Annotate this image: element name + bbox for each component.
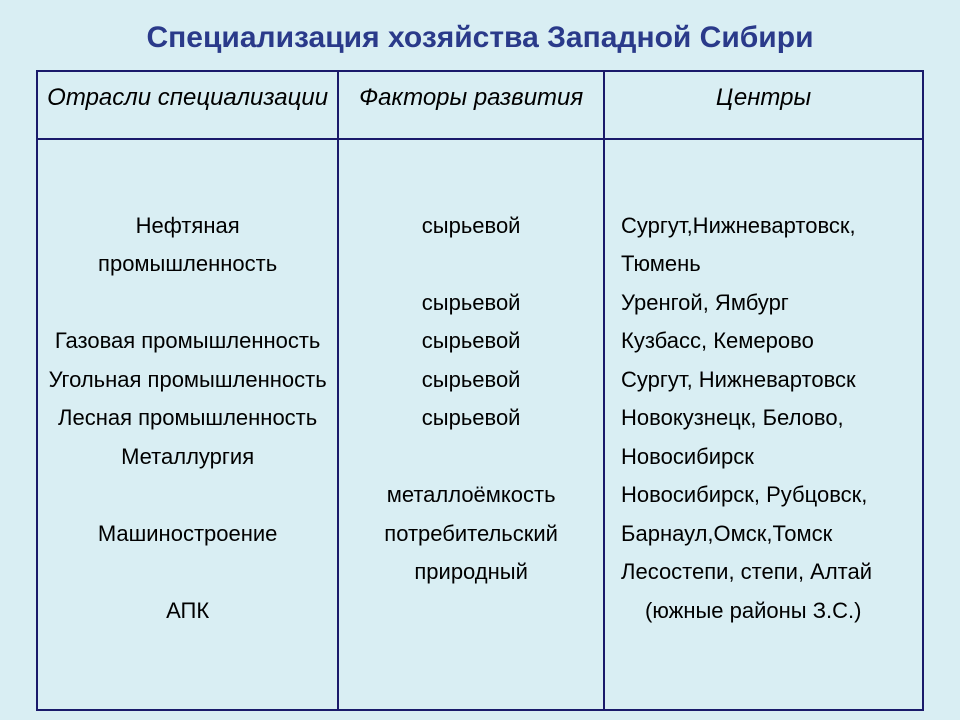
- col-header-centers: Центры: [604, 71, 923, 139]
- industry-line: [48, 168, 327, 207]
- cell-factors: сырьевой сырьевой сырьевой сырьевой сырь…: [338, 139, 604, 710]
- industry-line: [48, 476, 327, 515]
- factor-line: сырьевой: [349, 207, 593, 246]
- factor-line: сырьевой: [349, 361, 593, 400]
- factor-line: сырьевой: [349, 284, 593, 323]
- factor-line: металлоёмкость: [349, 476, 593, 515]
- center-line: Барнаул,Омск,Томск: [621, 515, 912, 554]
- industry-line: Газовая промышленность: [48, 322, 327, 361]
- industry-line: [48, 553, 327, 592]
- factor-line: [349, 438, 593, 477]
- factor-line: [349, 592, 593, 631]
- center-line: Сургут, Нижневартовск: [621, 361, 912, 400]
- cell-centers: Сургут,Нижневартовск, Тюмень Уренгой, Ям…: [604, 139, 923, 710]
- industry-line: АПК: [48, 592, 327, 631]
- specialization-table: Отрасли специализации Факторы развития Ц…: [36, 70, 924, 711]
- industry-line: Машиностроение: [48, 515, 327, 554]
- col-header-factors: Факторы развития: [338, 71, 604, 139]
- center-line: Новосибирск, Рубцовск,: [621, 476, 912, 515]
- center-line: [621, 168, 912, 207]
- factor-line: потребительский: [349, 515, 593, 554]
- page-title: Специализация хозяйства Западной Сибири: [36, 20, 924, 56]
- col-header-industries: Отрасли специализации: [37, 71, 338, 139]
- center-line: (южные районы З.С.): [621, 592, 912, 631]
- industry-line: [48, 284, 327, 323]
- center-line: Новосибирск: [621, 438, 912, 477]
- factor-line: [349, 245, 593, 284]
- slide-page: Специализация хозяйства Западной Сибири …: [0, 0, 960, 720]
- industry-line: [48, 630, 327, 669]
- center-line: Лесостепи, степи, Алтай: [621, 553, 912, 592]
- center-line: Тюмень: [621, 245, 912, 284]
- cell-industries: Нефтяная промышленность Газовая промышле…: [37, 139, 338, 710]
- center-line: Уренгой, Ямбург: [621, 284, 912, 323]
- industry-line: Нефтяная промышленность: [48, 207, 327, 284]
- industry-line: Лесная промышленность: [48, 399, 327, 438]
- factor-line: [349, 168, 593, 207]
- industry-line: Металлургия: [48, 438, 327, 477]
- center-line: Сургут,Нижневартовск,: [621, 207, 912, 246]
- table-header-row: Отрасли специализации Факторы развития Ц…: [37, 71, 923, 139]
- factor-line: сырьевой: [349, 399, 593, 438]
- center-line: Новокузнецк, Белово,: [621, 399, 912, 438]
- factor-line: природный: [349, 553, 593, 592]
- center-line: Кузбасс, Кемерово: [621, 322, 912, 361]
- factor-line: сырьевой: [349, 322, 593, 361]
- industry-line: Угольная промышленность: [48, 361, 327, 400]
- table-body-row: Нефтяная промышленность Газовая промышле…: [37, 139, 923, 710]
